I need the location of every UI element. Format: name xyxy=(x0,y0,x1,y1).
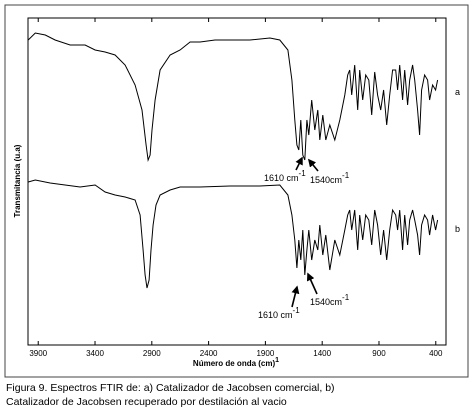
x-tick-label: 400 xyxy=(429,349,443,358)
spectrum-line xyxy=(27,32,439,162)
x-tick-label: 900 xyxy=(372,349,386,358)
series-label: b xyxy=(455,224,460,234)
annotation-sup: -1 xyxy=(342,171,350,180)
annotation: 1610 cm-1 xyxy=(264,169,306,183)
caption-line: Catalizador de Jacobsen recuperado por d… xyxy=(6,396,287,408)
annotation-arrow xyxy=(291,285,300,308)
series-label: a xyxy=(455,87,460,97)
annotation-text: 1610 cm xyxy=(258,310,293,320)
annotation-text: 1540cm xyxy=(310,175,342,185)
plot-frame xyxy=(27,17,447,346)
x-axis-title: Número de onda (cm)1 xyxy=(193,357,279,368)
spectrum-line xyxy=(28,179,439,289)
x-tick-label: 1400 xyxy=(313,349,331,358)
figure-border xyxy=(4,4,469,378)
x-tick-label: 3400 xyxy=(86,349,104,358)
annotation-sup: -1 xyxy=(342,293,350,302)
annotation-arrow xyxy=(295,156,303,171)
annotation-sup: -1 xyxy=(299,169,307,178)
annotation-text: 1610 cm xyxy=(264,173,299,183)
annotation-sup: -1 xyxy=(293,306,301,315)
annotation: 1540cm-1 xyxy=(310,293,350,307)
annotation-arrow xyxy=(306,272,318,295)
x-tick-label: 2900 xyxy=(143,349,161,358)
x-tick-label: 3900 xyxy=(29,349,47,358)
caption-line: Figura 9. Espectros FTIR de: a) Cataliza… xyxy=(6,382,335,394)
annotation-text: 1540cm xyxy=(310,297,342,307)
x-axis-title-main: Número de onda (cm) xyxy=(193,359,276,368)
x-tick-label: 2400 xyxy=(200,349,218,358)
x-tick-label: 1900 xyxy=(256,349,274,358)
annotation-arrow xyxy=(307,158,319,172)
x-axis-title-sup: 1 xyxy=(275,357,279,364)
y-axis-title: Transmitancia (u.a) xyxy=(13,144,22,217)
annotation: 1610 cm-1 xyxy=(258,306,300,320)
annotation: 1540cm-1 xyxy=(310,171,350,185)
